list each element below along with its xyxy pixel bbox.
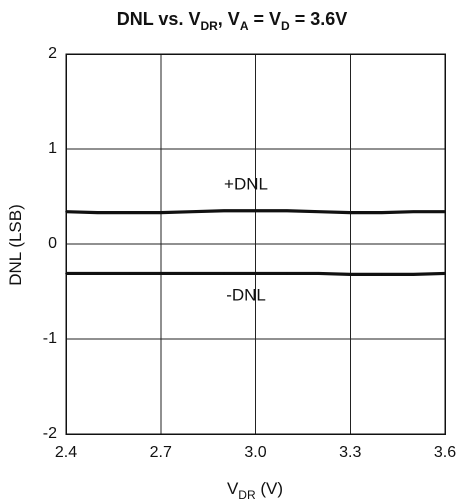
x-tick-label-4: 3.6 [434,444,456,461]
annotation-label-0: +DNL [224,175,268,194]
y-tick-label-3: -1 [43,330,57,347]
y-tick-label-4: -2 [43,425,57,442]
series-0-point-3 [159,211,162,214]
series-1-point-10 [381,273,383,276]
series-1-point-2 [128,272,130,275]
series-0-point-11 [412,210,415,213]
series-0-point-7 [286,209,288,212]
series-0-point-8 [317,210,320,213]
x-tick-label-3: 3.3 [339,444,361,461]
series-1-point-5 [223,272,225,275]
series-1-point-12 [444,272,446,275]
title-mid-2: = V [248,9,281,29]
title-tail: = 3.6V [290,9,348,29]
x-tick-label-2: 3.0 [244,444,266,461]
x-axis-label-tail: (V) [256,479,283,498]
y-axis-label: DNL (LSB) [6,204,25,286]
title-main: DNL vs. V [117,9,201,29]
x-tick-label-1: 2.7 [150,444,172,461]
series-0-point-12 [444,210,446,213]
tick-layer: 2.4 2.7 3.0 3.3 3.6 2 1 0 -1 -2 [43,45,456,461]
y-tick-label-2: 0 [48,235,57,252]
series-0-point-10 [381,211,383,214]
series-layer [65,209,446,276]
series-1-point-7 [286,272,288,275]
series-1-point-4 [191,272,194,275]
grid-layer [65,53,446,435]
annotation-label-1: -DNL [226,286,266,305]
series-1-point-8 [317,272,320,275]
x-axis-label-main: V [227,479,239,498]
chart-title: DNL vs. VDR, VA = VD = 3.6V [117,9,347,33]
series-1-point-0 [65,272,67,275]
series-1-point-1 [96,272,99,275]
x-axis-label: VDR (V) [227,479,283,502]
plot-frame [65,53,446,435]
title-mid-1: , V [218,9,240,29]
series-1-point-9 [349,273,352,276]
series-0-point-2 [128,211,130,214]
annotation-layer: +DNL -DNL [224,175,268,305]
x-axis-label-sub: DR [238,488,256,502]
title-sub-d: D [281,19,290,33]
title-sub-dr: DR [200,19,218,33]
title-sub-a: A [240,19,249,33]
series-0-point-4 [191,210,194,213]
series-0-point-5 [223,209,225,212]
y-tick-label-1: 1 [48,140,57,157]
series-0-point-0 [65,210,67,213]
series-0-point-6 [254,209,257,212]
series-1-point-3 [159,272,162,275]
series-0-point-1 [96,211,99,214]
y-tick-label-0: 2 [48,45,57,62]
series-1-point-6 [254,272,257,275]
series-1-point-11 [412,273,415,276]
x-tick-label-0: 2.4 [55,444,77,461]
series-0-point-9 [349,211,352,214]
